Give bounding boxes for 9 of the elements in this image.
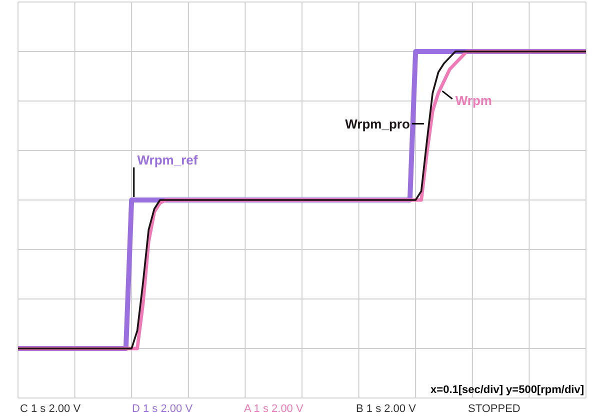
text: x=0.1[sec/div] y=500[rpm/div] xyxy=(430,384,584,396)
text: A 1 s 2.00 V xyxy=(244,403,304,415)
series-label: Wrpm xyxy=(455,92,492,108)
text: STOPPED xyxy=(468,403,520,415)
text: B 1 s 2.00 V xyxy=(356,403,417,415)
text: D 1 s 2.00 V xyxy=(132,403,194,415)
series-label: Wrpm_pro xyxy=(345,116,410,132)
text: Wrpm_ref xyxy=(137,152,198,168)
text: C 1 s 2.00 V xyxy=(20,403,82,415)
